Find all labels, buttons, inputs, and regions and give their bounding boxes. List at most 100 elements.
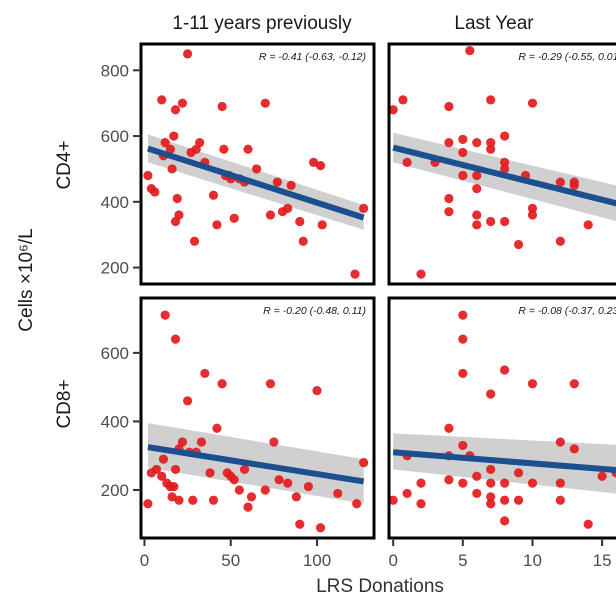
y-tick-label: 200 [101, 481, 129, 500]
data-point [265, 379, 276, 389]
data-point [315, 161, 326, 171]
regression-line [146, 145, 365, 221]
panel-2: R = -0.29 (-0.55, 0.01) [387, 42, 616, 286]
data-point [212, 423, 222, 433]
data-point [189, 236, 200, 246]
data-point [359, 457, 369, 468]
data-point [183, 49, 193, 59]
data-point [569, 444, 579, 454]
regression-line [392, 144, 616, 207]
data-point [444, 475, 454, 485]
correlation-annotation: R = -0.20 (-0.48, 0.11) [263, 305, 366, 317]
data-point [157, 471, 167, 481]
data-point [500, 478, 510, 488]
data-point [389, 495, 398, 505]
data-point [527, 98, 538, 108]
data-point [500, 516, 510, 526]
data-point [286, 180, 296, 190]
y-tick-label: 600 [101, 344, 129, 363]
panel-frame [139, 42, 376, 286]
data-point [229, 213, 239, 223]
data-point [303, 481, 314, 492]
panel-frame [387, 296, 616, 540]
data-point [167, 492, 177, 502]
data-point [260, 98, 270, 108]
row-label-cd8: CD8+ [54, 379, 75, 428]
data-point [458, 440, 468, 451]
data-point [170, 334, 181, 344]
x-tick-label: 0 [388, 551, 397, 570]
data-point [500, 365, 510, 375]
data-point [500, 495, 510, 505]
data-point [283, 478, 293, 488]
data-point [174, 495, 184, 505]
data-point [527, 478, 538, 488]
y-tick-label: 600 [101, 127, 129, 146]
y-tick-label: 400 [101, 412, 129, 431]
panel-plot-area [389, 45, 616, 279]
data-point [486, 216, 496, 227]
data-point [569, 379, 579, 389]
y-tick-label: 200 [101, 259, 129, 278]
data-point [472, 210, 482, 220]
data-point [246, 492, 257, 502]
x-tick-label: 0 [140, 551, 149, 570]
data-point [350, 269, 360, 279]
data-point [527, 210, 538, 220]
data-point [513, 468, 524, 478]
data-point [472, 170, 482, 181]
data-point [229, 475, 239, 485]
data-point [219, 144, 229, 154]
data-point [472, 138, 482, 148]
column-title-1: 1-11 years previously [172, 13, 352, 34]
data-point [298, 236, 308, 246]
data-point [308, 157, 319, 167]
data-point [272, 177, 282, 187]
x-tick-label: 100 [303, 551, 331, 570]
data-point [170, 464, 181, 475]
data-point [583, 519, 593, 529]
data-point [243, 144, 253, 154]
correlation-annotation: R = -0.08 (-0.37, 0.23) [518, 305, 616, 317]
y-axis-title: Cells ×10⁶/L [16, 228, 37, 331]
x-tick-label: 10 [523, 551, 542, 570]
data-point [157, 95, 167, 105]
data-point [458, 170, 468, 181]
data-point [500, 164, 510, 174]
data-point [555, 478, 565, 488]
data-point [158, 454, 169, 464]
data-point [472, 220, 482, 230]
column-title-2: Last Year [454, 13, 534, 34]
data-point [183, 396, 193, 406]
correlation-annotation: R = -0.29 (-0.55, 0.01) [518, 51, 616, 63]
data-point [315, 523, 326, 533]
panel-frame [139, 296, 376, 540]
data-point [486, 95, 496, 105]
data-point [486, 499, 496, 509]
data-point [208, 495, 219, 505]
panel-plot-area [389, 310, 616, 529]
data-point [486, 478, 496, 488]
panel-3: R = -0.20 (-0.48, 0.11) 200 400 600 0 50 100 [101, 296, 376, 570]
data-point [555, 437, 565, 447]
row-label-cd4: CD4+ [54, 140, 75, 189]
data-point [243, 502, 253, 512]
data-point [486, 492, 496, 502]
data-point [239, 464, 250, 475]
x-tick-label: 50 [221, 551, 240, 570]
data-point [513, 495, 524, 505]
data-point [195, 138, 205, 148]
data-point [150, 187, 160, 197]
data-point [177, 437, 188, 447]
data-point [458, 134, 468, 144]
panel-1: R = -0.41 (-0.63, -0.12) 200 400 600 800 [101, 42, 376, 286]
data-point [295, 519, 305, 529]
data-point [465, 45, 475, 56]
x-tick-label: 5 [458, 551, 467, 570]
data-point [160, 138, 170, 148]
data-point [169, 481, 179, 492]
data-point [458, 368, 468, 379]
data-point [188, 495, 198, 505]
data-point [167, 164, 177, 174]
